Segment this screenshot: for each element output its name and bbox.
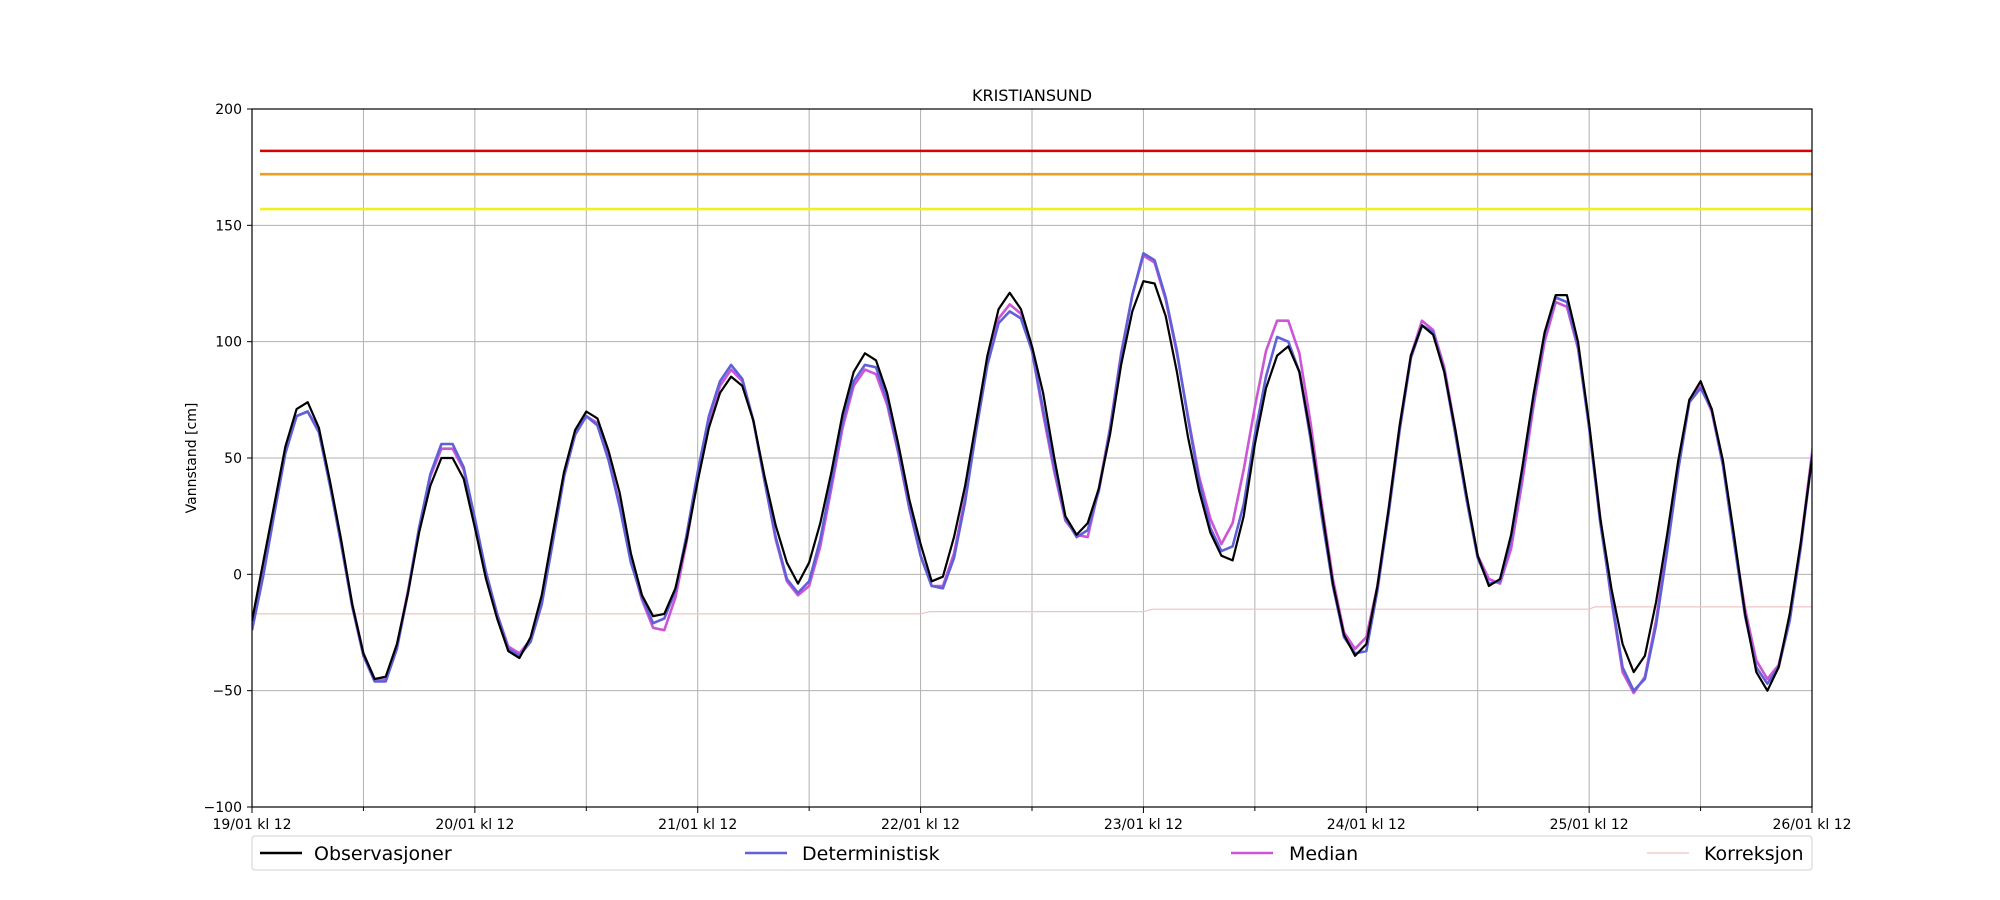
x-tick-label: 24/01 kl 12	[1327, 817, 1406, 833]
y-axis-ticks: −100 −50 0 50 100 150 200	[204, 102, 252, 816]
x-tick-label: 22/01 kl 12	[881, 817, 960, 833]
y-tick-label: 50	[224, 451, 242, 467]
legend-label: Median	[1289, 843, 1358, 865]
x-tick-label: 23/01 kl 12	[1104, 817, 1183, 833]
y-axis-label: Vannstand [cm]	[184, 403, 200, 514]
x-tick-label: 26/01 kl 12	[1772, 817, 1851, 833]
x-tick-label: 19/01 kl 12	[212, 817, 291, 833]
series-line-median	[252, 254, 1812, 695]
y-tick-label: 200	[215, 102, 242, 118]
legend-label: Observasjoner	[314, 843, 452, 865]
series-line-deterministisk	[252, 252, 1812, 693]
x-tick-label: 21/01 kl 12	[658, 817, 737, 833]
x-axis-ticks: 19/01 kl 12 20/01 kl 12 21/01 kl 12 22/01 k…	[212, 807, 1852, 833]
legend: Observasjoner Deterministisk Median Korreks…	[251, 835, 1813, 871]
y-tick-label: −50	[212, 684, 242, 700]
series-lines	[252, 252, 1812, 695]
grid	[251, 108, 1813, 808]
y-tick-label: 0	[233, 567, 242, 583]
series-line-korreksjon	[252, 606, 1812, 615]
x-tick-label: 25/01 kl 12	[1550, 817, 1629, 833]
threshold-lines	[260, 149, 1812, 211]
legend-label: Korreksjon	[1704, 843, 1804, 865]
legend-label: Deterministisk	[802, 843, 940, 865]
series-line-observasjoner	[252, 280, 1812, 692]
legend-box	[251, 835, 1813, 871]
chart-title: KRISTIANSUND	[972, 86, 1092, 105]
x-tick-label: 20/01 kl 12	[435, 817, 514, 833]
y-tick-label: −100	[204, 800, 242, 816]
y-tick-label: 150	[215, 218, 242, 234]
y-tick-label: 100	[215, 335, 242, 351]
